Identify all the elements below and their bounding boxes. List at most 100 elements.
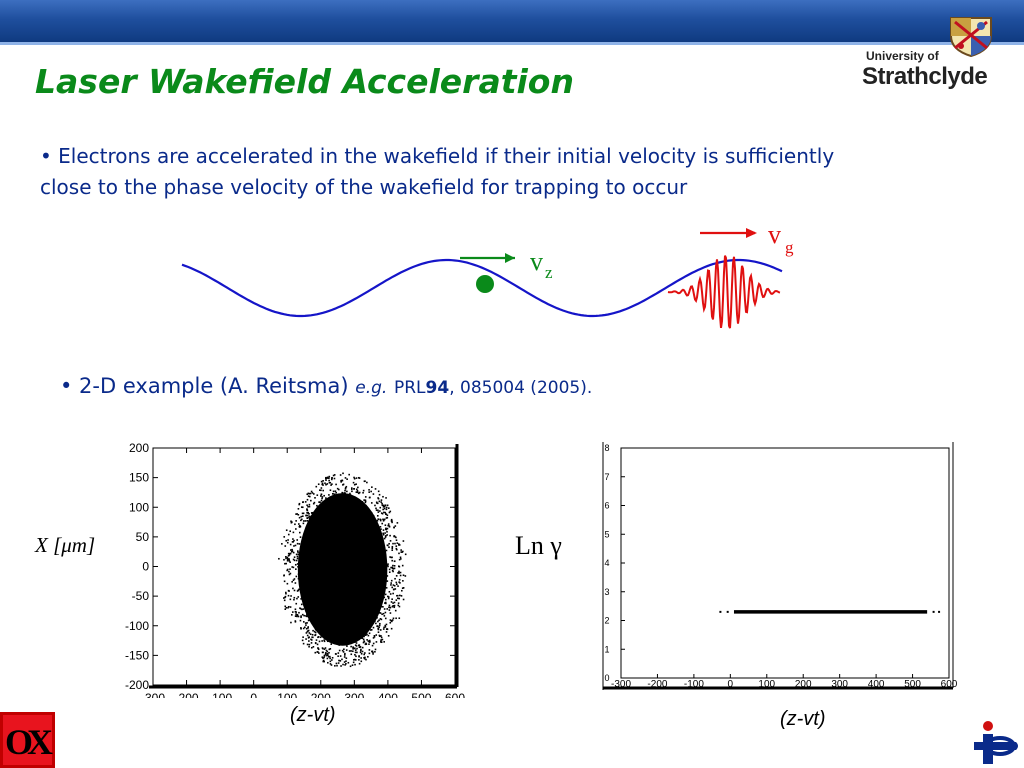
scatter-point: [338, 641, 340, 644]
scatter-point: [297, 551, 299, 554]
scatter-point: [306, 508, 308, 510]
scatter-point: [362, 503, 364, 506]
scatter-point: [296, 513, 298, 515]
scatter-point: [287, 605, 290, 608]
scatter-point: [385, 631, 388, 633]
scatter-point: [385, 513, 388, 516]
scatter-point: [326, 483, 329, 485]
scatter-point: [383, 518, 386, 521]
scatter-point: [299, 525, 302, 528]
scatter-point: [368, 632, 371, 635]
scatter-point: [320, 633, 322, 635]
y-tick-label: 6: [604, 501, 609, 511]
scatter-point: [294, 620, 297, 623]
scatter-point: [344, 492, 346, 494]
scatter-point: [329, 489, 332, 492]
scatter-point: [297, 565, 299, 568]
scatter-point: [329, 655, 331, 658]
scatter-point: [355, 499, 358, 501]
scatter-point: [306, 520, 309, 522]
scatter-point: [346, 495, 349, 497]
scatter-point: [318, 652, 320, 654]
scatter-point: [374, 620, 376, 623]
scatter-point: [380, 636, 383, 639]
scatter-point: [395, 545, 398, 547]
scatter-point: [286, 582, 289, 585]
scatter-point: [336, 497, 339, 500]
scatter-point: [387, 597, 390, 600]
scatter-point: [292, 579, 295, 581]
scatter-point: [378, 626, 380, 629]
scatter-point: [397, 544, 400, 546]
scatter-point: [315, 628, 318, 630]
scatter-point: [298, 611, 300, 614]
scatter-point: [321, 502, 324, 504]
scatter-point: [357, 638, 360, 641]
scatter-point: [334, 490, 337, 493]
scatter-point: [382, 529, 385, 531]
scatter-point: [302, 512, 305, 515]
scatter-point: [298, 525, 301, 528]
scatter-point: [303, 599, 306, 602]
scatter-point: [392, 564, 394, 567]
scatter-point: [378, 624, 381, 627]
scatter-point: [372, 642, 375, 645]
scatter-point: [719, 610, 722, 613]
scatter-point: [323, 494, 325, 497]
scatter-point: [382, 544, 385, 546]
scatter-point: [377, 497, 380, 500]
scatter-point: [389, 619, 392, 621]
scatter-point: [355, 477, 358, 479]
scatter-point: [396, 522, 399, 524]
scatter-point: [379, 526, 382, 528]
scatter-point: [327, 654, 329, 657]
scatter-point: [340, 640, 343, 643]
electron-dot: [476, 275, 494, 293]
scatter-point: [386, 564, 389, 567]
scatter-point: [391, 545, 394, 548]
scatter-point: [325, 477, 327, 480]
scatter-point: [346, 642, 349, 645]
scatter-point: [381, 502, 383, 505]
scatter-point: [292, 611, 294, 613]
scatter-point: [726, 610, 729, 613]
scatter-point: [359, 503, 361, 505]
scatter-point: [383, 596, 386, 599]
scatter-point: [385, 528, 388, 531]
scatter-point: [379, 622, 381, 625]
scatter-point: [295, 520, 297, 522]
scatter-point: [364, 501, 367, 504]
scatter-point: [300, 519, 302, 522]
scatter-point: [344, 486, 347, 489]
scatter-point: [307, 626, 310, 628]
scatter-point: [382, 518, 384, 521]
x-tick-label: 200: [311, 691, 331, 698]
scatter-point: [358, 644, 361, 646]
scatter-point: [365, 634, 367, 636]
scatter-point: [312, 646, 315, 648]
scatter-point: [391, 549, 394, 551]
scatter-point: [328, 655, 330, 658]
scatter-point: [378, 500, 381, 503]
scatter-point: [344, 489, 346, 492]
scatter-point: [288, 570, 290, 573]
scatter-point: [392, 592, 394, 595]
scatter-point: [381, 613, 383, 616]
scatter-point: [388, 546, 390, 549]
scatter-point: [370, 511, 373, 514]
scatter-point: [289, 572, 292, 575]
scatter-point: [395, 581, 398, 584]
scatter-point: [374, 648, 377, 651]
scatter-point: [354, 651, 357, 654]
scatter-point: [322, 503, 324, 506]
y-tick-label: 4: [604, 558, 609, 568]
scatter-point: [323, 640, 326, 643]
scatter-point: [359, 505, 362, 507]
scatter-point: [384, 611, 387, 614]
scatter-point: [297, 513, 300, 516]
scatter-point: [390, 582, 392, 584]
scatter-point: [283, 558, 285, 561]
scatter-point: [353, 658, 356, 661]
scatter-point: [353, 483, 356, 486]
